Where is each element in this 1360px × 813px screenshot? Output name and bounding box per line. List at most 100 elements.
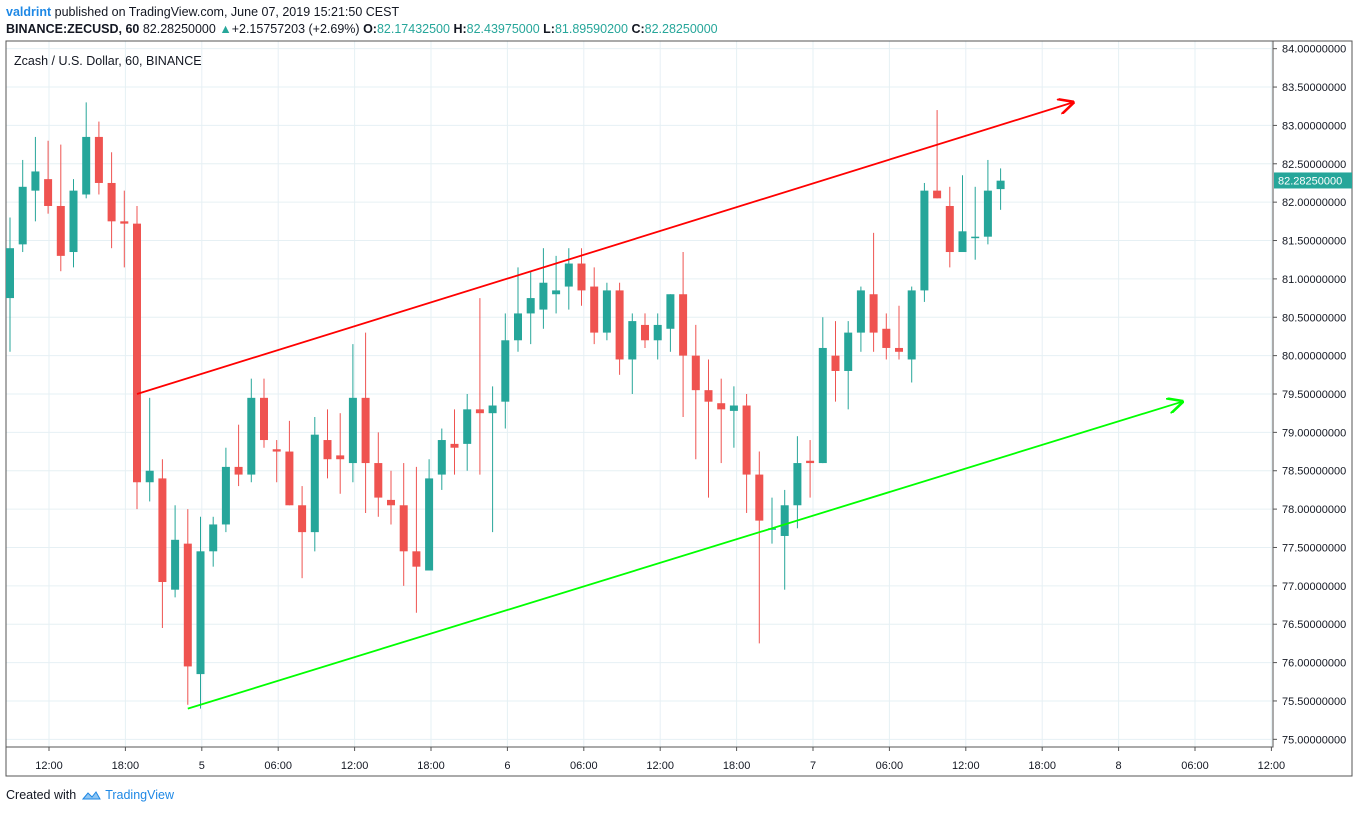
y-tick-label: 78.50000000 xyxy=(1282,466,1346,478)
candle xyxy=(323,409,332,479)
y-tick-label: 82.00000000 xyxy=(1282,197,1346,209)
tradingview-brand-text: TradingView xyxy=(105,788,174,802)
candles xyxy=(6,102,1005,709)
candle-body xyxy=(6,248,14,299)
candle-body xyxy=(539,282,548,310)
candle xyxy=(895,305,903,360)
candle xyxy=(539,248,548,329)
candle xyxy=(234,424,243,487)
close-value: 82.28250000 xyxy=(644,22,718,36)
last-price: 82.28250000 xyxy=(142,22,216,36)
tradingview-cloud-icon xyxy=(82,791,102,800)
candle-body xyxy=(818,347,827,464)
candle-body xyxy=(209,524,218,552)
candle xyxy=(120,190,129,268)
candle xyxy=(768,497,776,544)
candle-body xyxy=(285,451,294,506)
candle-body xyxy=(755,474,764,521)
candle xyxy=(94,121,103,195)
change-up-arrow-icon: ▲ xyxy=(219,22,232,36)
y-tick-label: 76.50000000 xyxy=(1282,619,1346,631)
published-text: published on TradingView.com, June 07, 2… xyxy=(54,5,400,19)
candle xyxy=(437,428,446,490)
candle-body xyxy=(82,136,91,195)
candle xyxy=(450,409,459,475)
candle-body xyxy=(793,463,802,506)
candle-body xyxy=(133,223,141,483)
candle xyxy=(615,282,624,375)
x-tick-label: 06:00 xyxy=(570,760,598,772)
candle xyxy=(425,459,434,571)
candle-body xyxy=(831,355,840,371)
candle xyxy=(577,248,586,306)
x-tick-label: 06:00 xyxy=(1181,760,1209,772)
candle-body xyxy=(260,397,268,441)
candle xyxy=(463,394,472,471)
candle xyxy=(247,378,256,483)
candle-body xyxy=(374,463,383,498)
y-tick-label: 81.50000000 xyxy=(1282,236,1346,248)
y-tick-label: 75.50000000 xyxy=(1282,696,1346,708)
x-tick-label: 8 xyxy=(1116,760,1122,772)
candle xyxy=(920,182,929,302)
high-label: H: xyxy=(453,22,467,36)
symbol-info-bar: BINANCE:ZECUSD, 60 82.28250000 ▲+2.15757… xyxy=(6,22,718,36)
candle-body xyxy=(958,231,967,253)
y-tick-label: 83.00000000 xyxy=(1282,120,1346,132)
open-value: 82.17432500 xyxy=(376,22,450,36)
candle-body xyxy=(742,405,751,475)
candle xyxy=(742,394,751,513)
candle xyxy=(818,317,827,464)
candle-body xyxy=(996,180,1005,190)
candle-body xyxy=(348,397,357,464)
tradingview-link[interactable]: TradingView xyxy=(80,788,174,802)
candle xyxy=(806,440,815,498)
candle-body xyxy=(526,298,535,314)
candle-body xyxy=(44,179,53,206)
candle xyxy=(856,286,865,352)
author-name[interactable]: valdrint xyxy=(6,5,52,19)
candle xyxy=(679,252,688,418)
candle xyxy=(69,179,78,268)
candle xyxy=(82,102,91,199)
candle xyxy=(145,397,154,502)
candle-body xyxy=(158,478,167,583)
candle-body xyxy=(336,455,345,460)
x-tick-label: 18:00 xyxy=(417,760,445,772)
x-tick-label: 12:00 xyxy=(341,760,369,772)
candle xyxy=(704,359,713,498)
candle xyxy=(958,175,967,253)
candle xyxy=(793,436,802,529)
chart-title: Zcash / U.S. Dollar, 60, BINANCE xyxy=(14,54,202,68)
upper-channel-line xyxy=(136,102,1073,395)
candle xyxy=(831,321,840,402)
candle-body xyxy=(577,263,586,291)
candle xyxy=(133,205,141,510)
y-tick-label: 77.00000000 xyxy=(1282,581,1346,593)
candle-body xyxy=(844,332,853,371)
y-tick-label: 78.00000000 xyxy=(1282,504,1346,516)
candle xyxy=(552,255,561,314)
open-label: O: xyxy=(363,22,377,36)
candle-body xyxy=(691,355,700,391)
y-tick-label: 80.00000000 xyxy=(1282,351,1346,363)
y-tick-label: 83.50000000 xyxy=(1282,82,1346,94)
candle xyxy=(590,267,599,345)
candle xyxy=(641,313,649,348)
candle-body xyxy=(399,505,408,552)
candle xyxy=(501,313,510,429)
candle xyxy=(18,159,27,253)
candle xyxy=(272,440,281,483)
candle-body xyxy=(120,221,129,224)
candle-body xyxy=(945,205,954,253)
candle-body xyxy=(615,290,624,360)
y-tick-label: 77.50000000 xyxy=(1282,542,1346,554)
candle-body xyxy=(69,190,78,253)
candle-body xyxy=(171,539,180,590)
candle xyxy=(755,451,764,644)
candle xyxy=(56,144,65,272)
candle xyxy=(374,432,383,517)
x-tick-label: 06:00 xyxy=(876,760,904,772)
x-tick-label: 7 xyxy=(810,760,816,772)
